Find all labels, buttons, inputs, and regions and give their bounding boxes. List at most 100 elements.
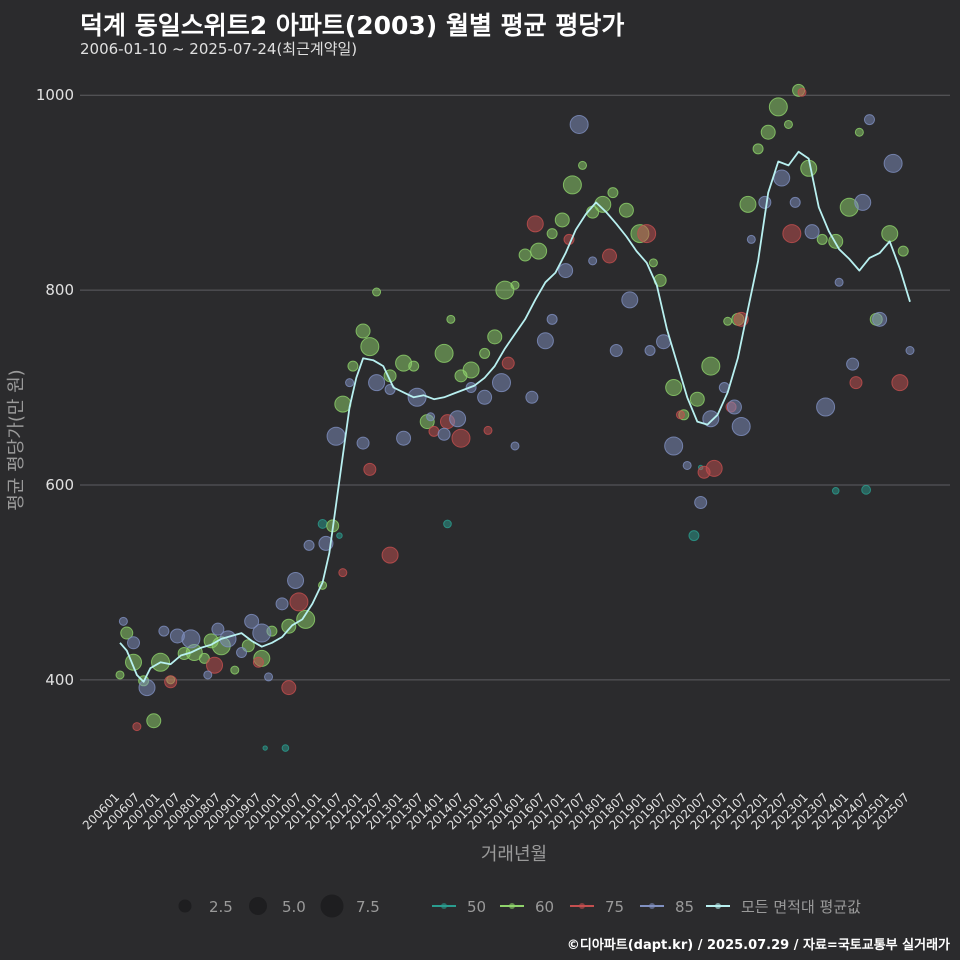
x-axis-label: 거래년월 [481, 844, 547, 865]
data-point-85 [510, 441, 520, 451]
data-point-85 [203, 670, 213, 680]
data-point-60 [854, 127, 864, 137]
data-points [115, 83, 915, 752]
legend-label: 60 [535, 898, 554, 916]
data-point-85 [746, 234, 756, 244]
size-legend-marker [178, 899, 192, 913]
data-point-60 [495, 280, 515, 300]
data-point-60 [120, 626, 134, 640]
data-point-50 [281, 744, 290, 752]
data-point-60 [372, 287, 382, 297]
data-point-85 [731, 417, 751, 436]
data-point-60 [408, 360, 420, 372]
data-point-60 [518, 248, 532, 262]
data-point-60 [578, 160, 588, 170]
data-point-85 [158, 625, 170, 637]
size-legend-label: 7.5 [356, 898, 380, 916]
data-point-75 [451, 428, 471, 448]
data-point-85 [682, 460, 692, 470]
data-point-85 [702, 410, 720, 428]
data-point-60 [760, 124, 776, 140]
data-point-60 [115, 670, 125, 680]
data-point-85 [303, 539, 315, 551]
data-point-85 [449, 410, 467, 428]
data-point-60 [479, 347, 491, 359]
data-point-75 [428, 425, 440, 437]
data-point-75 [675, 410, 685, 420]
data-point-85 [883, 153, 903, 173]
size-legend-marker [249, 897, 267, 915]
data-point-60 [510, 280, 520, 290]
data-point-60 [665, 379, 683, 397]
data-point-85 [644, 345, 656, 357]
data-point-75 [206, 656, 224, 674]
data-point-85 [726, 399, 742, 415]
data-point-60 [355, 323, 371, 339]
data-point-60 [347, 360, 359, 372]
size-legend-marker [320, 894, 344, 918]
data-point-50 [262, 745, 268, 751]
data-point-85 [609, 344, 623, 358]
data-point-60 [281, 618, 297, 634]
legend-label: 85 [675, 898, 694, 916]
data-point-60 [230, 665, 240, 675]
data-point-75 [797, 87, 807, 97]
data-point-75 [252, 656, 264, 668]
data-point-85 [872, 311, 888, 327]
data-point-60 [146, 713, 162, 729]
average-line [119, 150, 911, 683]
data-point-60 [446, 314, 456, 324]
data-point-85 [244, 613, 260, 629]
data-point-85 [287, 571, 305, 589]
average-line-layer [119, 150, 911, 683]
data-point-60 [434, 343, 454, 363]
data-point-75 [483, 425, 493, 435]
source-credit: ©디아파트(dapt.kr) / 2025.07.29 / 자료=국토교통부 실… [566, 938, 950, 953]
data-point-75 [602, 248, 618, 264]
data-point-60 [546, 228, 558, 240]
legend-marker [579, 903, 585, 909]
data-point-60 [739, 195, 757, 213]
data-point-85 [211, 622, 225, 636]
legend-label: 모든 면적대 평균값 [741, 898, 861, 916]
data-point-85 [525, 390, 539, 404]
legend-marker [715, 903, 721, 909]
data-point-75 [501, 356, 515, 370]
data-point-75 [338, 568, 348, 578]
data-point-60 [897, 245, 909, 257]
data-point-85 [264, 672, 274, 682]
data-point-85 [804, 224, 820, 240]
y-tick-label: 1000 [36, 86, 74, 104]
data-point-50 [443, 519, 452, 529]
data-point-85 [252, 623, 272, 643]
data-point-60 [487, 329, 503, 345]
data-point-60 [752, 143, 764, 155]
data-point-50 [317, 519, 328, 529]
data-point-75 [849, 376, 863, 390]
data-point-85 [758, 195, 772, 209]
data-point-85 [816, 397, 836, 417]
data-point-60 [296, 609, 316, 629]
data-point-85 [863, 114, 875, 126]
data-point-85 [558, 263, 574, 279]
data-point-75 [526, 215, 544, 233]
data-point-85 [588, 256, 598, 266]
data-point-85 [181, 629, 201, 649]
data-point-50 [831, 487, 840, 495]
data-point-50 [336, 532, 343, 539]
data-point-60 [701, 356, 721, 376]
size-legend-label: 2.5 [209, 898, 233, 916]
data-point-50 [861, 484, 872, 495]
y-axis-label: 평균 평당가(만 원) [6, 369, 27, 510]
data-point-85 [127, 636, 141, 650]
data-point-60 [881, 225, 899, 243]
data-point-85 [396, 430, 412, 446]
data-point-85 [356, 436, 370, 450]
data-point-85 [236, 647, 248, 659]
data-point-85 [546, 313, 558, 325]
data-point-85 [536, 332, 554, 350]
legend-marker [509, 903, 515, 909]
y-tick-label: 400 [45, 671, 74, 689]
data-point-85 [789, 196, 801, 208]
data-point-85 [138, 679, 156, 697]
